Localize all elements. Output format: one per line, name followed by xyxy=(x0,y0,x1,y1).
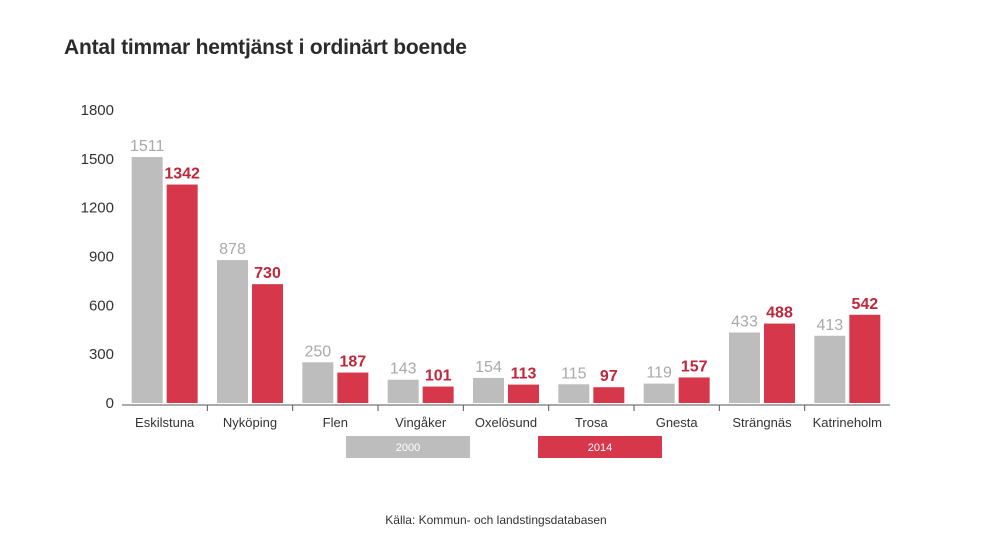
bar-2000 xyxy=(473,377,504,403)
y-tick-label: 1200 xyxy=(81,200,114,217)
bar-2000 xyxy=(387,379,419,403)
chart-title: Antal timmar hemtjänst i ordinärt boende xyxy=(64,36,467,59)
bar-2000 xyxy=(558,384,590,403)
value-label-2000: 433 xyxy=(731,314,758,331)
category-label: Flen xyxy=(323,415,348,430)
legend-label-2014: 2014 xyxy=(588,442,612,454)
y-tick-label: 1500 xyxy=(81,151,114,168)
value-label-2014: 113 xyxy=(511,366,537,383)
bar-2000 xyxy=(302,362,334,403)
y-tick-label: 0 xyxy=(106,395,114,412)
value-label-2000: 143 xyxy=(390,361,417,378)
value-label-2000: 250 xyxy=(304,343,331,360)
category-label: Nyköping xyxy=(223,415,277,430)
legend: 2000 2014 xyxy=(346,436,662,458)
y-axis: 0 300 600 900 1200 1500 1800 xyxy=(81,102,114,412)
bar-2014 xyxy=(252,284,283,403)
y-tick-label: 600 xyxy=(89,297,114,314)
value-label-2014: 187 xyxy=(339,354,366,371)
category-label: Oxelösund xyxy=(475,415,537,430)
value-label-2014: 488 xyxy=(766,305,793,322)
bar-2014 xyxy=(849,314,881,403)
legend-swatch-2000 xyxy=(346,436,470,458)
legend-label-2000: 2000 xyxy=(396,442,420,454)
bar-2014 xyxy=(764,323,795,403)
bars-group xyxy=(131,157,881,403)
value-label-2000: 154 xyxy=(475,359,502,376)
bar-2000 xyxy=(217,260,248,403)
y-tick-label: 300 xyxy=(89,346,114,363)
source-note: Källa: Kommun- och landstingsdatabasen xyxy=(385,513,607,527)
bar-2000 xyxy=(814,335,846,403)
bar-2014 xyxy=(678,377,710,403)
legend-swatch-2014 xyxy=(538,436,662,458)
bar-2000 xyxy=(131,157,163,403)
bar-2000 xyxy=(729,332,760,403)
value-label-2000: 878 xyxy=(219,241,246,258)
value-label-2014: 157 xyxy=(681,358,708,375)
bar-2014 xyxy=(508,384,539,403)
value-label-2014: 101 xyxy=(425,368,452,385)
value-label-2000: 413 xyxy=(816,317,843,334)
value-label-2000: 115 xyxy=(561,365,587,382)
category-labels: Eskilstuna Nyköping Flen Vingåker Oxelösund T… xyxy=(135,415,882,430)
category-label: Vingåker xyxy=(395,415,447,430)
bar-2014 xyxy=(337,372,369,403)
category-label: Trosa xyxy=(575,415,609,430)
category-label: Eskilstuna xyxy=(135,415,195,430)
value-label-2014: 97 xyxy=(600,368,618,385)
x-axis-ticks xyxy=(206,405,806,411)
bar-2000 xyxy=(643,383,675,403)
bar-2014 xyxy=(166,184,198,403)
value-label-2014: 1342 xyxy=(164,166,200,183)
bar-2014 xyxy=(593,387,625,403)
bar-2014 xyxy=(422,386,454,403)
category-label: Gnesta xyxy=(656,415,699,430)
category-label: Strängnäs xyxy=(732,415,792,430)
value-label-2014: 730 xyxy=(254,265,281,282)
y-tick-label: 900 xyxy=(89,249,114,266)
value-label-2000: 1511 xyxy=(130,138,165,155)
value-label-2000: 119 xyxy=(646,365,672,382)
y-tick-label: 1800 xyxy=(81,102,114,119)
value-label-2014: 542 xyxy=(851,296,878,313)
category-label: Katrineholm xyxy=(813,415,882,430)
value-labels: 1511 1342 878 730 250 187 143 101 154 113 115 97 119… xyxy=(130,138,878,385)
